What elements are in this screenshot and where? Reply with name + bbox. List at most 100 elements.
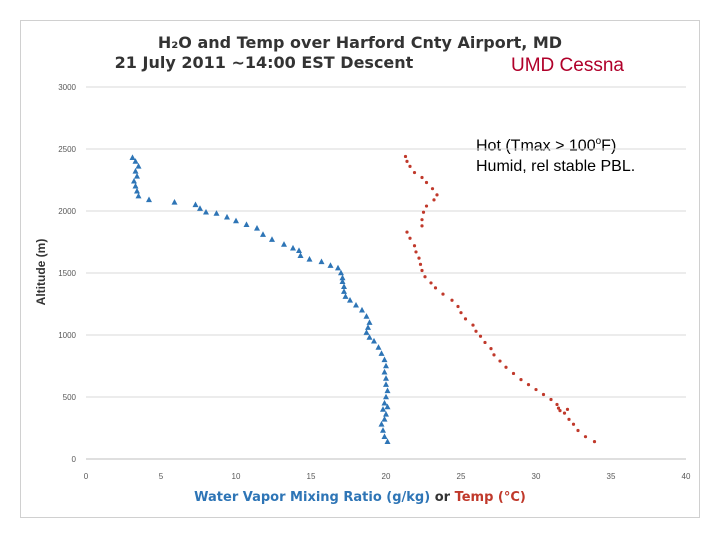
water-vapor-point — [281, 241, 287, 247]
note-line1-pre: Hot (Tmax > 100 — [476, 137, 596, 155]
water-vapor-point — [381, 416, 388, 422]
temperature-point — [420, 268, 424, 273]
temperature-point — [421, 210, 426, 214]
water-vapor-point — [380, 406, 386, 412]
temperature-point — [418, 262, 423, 266]
temperature-point — [423, 275, 427, 279]
water-vapor-point — [243, 221, 250, 227]
water-vapor-point — [381, 399, 388, 406]
y-tick-label: 3000 — [58, 83, 76, 92]
water-vapor-point — [327, 262, 334, 268]
temperature-point — [456, 304, 460, 309]
temperature-point — [417, 256, 421, 260]
water-vapor-point — [132, 182, 139, 189]
water-vapor-point — [318, 258, 325, 265]
water-vapor-point — [339, 278, 346, 284]
water-vapor-point — [135, 192, 142, 199]
temperature-point — [433, 286, 438, 290]
water-vapor-point — [342, 293, 349, 299]
water-vapor-point — [381, 433, 388, 439]
temperature-point — [592, 440, 597, 444]
water-vapor-point — [375, 344, 382, 350]
temperature-point — [414, 250, 418, 254]
temperature-point — [565, 407, 570, 411]
temperature-point — [562, 411, 567, 415]
x-tick-label: 30 — [532, 472, 541, 481]
x-tick-label: 0 — [84, 472, 89, 481]
temperature-point — [556, 406, 561, 410]
temperature-point — [526, 383, 531, 387]
water-vapor-point — [383, 381, 389, 387]
water-vapor-point — [192, 201, 199, 208]
x-tick-label: 20 — [382, 472, 391, 481]
x-axis-label-temp: Temp (°C) — [454, 490, 526, 505]
y-tick-label: 2500 — [58, 145, 76, 154]
y-tick-label: 1000 — [58, 331, 76, 340]
temperature-point — [430, 187, 435, 191]
water-vapor-point — [366, 319, 373, 325]
temperature-point — [463, 317, 468, 321]
temperature-point — [424, 180, 429, 185]
water-vapor-point — [384, 403, 391, 410]
temperature-point — [424, 204, 429, 208]
x-tick-label: 25 — [457, 472, 466, 481]
temperature-point — [511, 371, 516, 376]
water-vapor-point — [134, 187, 140, 194]
water-vapor-point — [383, 411, 389, 417]
water-vapor-point — [363, 329, 370, 335]
water-vapor-point — [338, 269, 344, 276]
water-vapor-point — [296, 247, 302, 253]
water-vapor-point — [171, 199, 178, 205]
x-tick-label: 35 — [607, 472, 616, 481]
annotation-note: Hot (Tmax > 100oF) Humid, rel stable PBL… — [476, 131, 635, 177]
water-vapor-point — [131, 177, 137, 184]
y-tick-label: 500 — [63, 393, 77, 402]
water-vapor-point — [366, 334, 373, 340]
water-vapor-point — [339, 274, 346, 281]
water-vapor-point — [132, 158, 139, 164]
water-vapor-point — [135, 163, 142, 169]
temperature-point — [441, 292, 445, 296]
temperature-point — [576, 428, 580, 433]
temperature-point — [412, 244, 417, 248]
water-vapor-point — [129, 154, 136, 160]
temperature-point — [534, 387, 538, 392]
note-line1-sup: o — [595, 136, 602, 147]
axis-layer: 0 500 1000 1500 2000 2500 3000 0 5 10 15 20 25 30 35 40 — [58, 83, 691, 481]
chart-title-line1: H₂O and Temp over Harford Cnty Airport, … — [157, 33, 563, 52]
water-vapor-point — [297, 252, 304, 258]
y-tick-label: 2000 — [58, 207, 76, 216]
x-axis-label-or: or — [430, 490, 455, 505]
water-vapor-point — [381, 368, 388, 375]
note-line1: Hot (Tmax > 100oF) — [476, 131, 635, 156]
water-vapor-point — [381, 356, 388, 363]
water-vapor-point — [260, 231, 266, 237]
temperature-point — [492, 353, 496, 357]
water-vapor-point — [383, 362, 389, 369]
temperature-point — [519, 378, 523, 382]
temperature-point — [474, 329, 478, 333]
x-tick-label: 5 — [159, 472, 164, 481]
temperature-point — [489, 347, 493, 351]
temperature-point — [412, 170, 417, 175]
temperature-point — [558, 409, 562, 413]
water-vapor-point — [384, 438, 391, 444]
water-vapor-point — [341, 288, 347, 294]
temperature-point — [450, 298, 454, 302]
temperature-point — [504, 365, 508, 369]
temperature-point — [420, 218, 424, 222]
temperature-point — [541, 392, 546, 397]
water-vapor-point — [290, 244, 296, 251]
water-vapor-point — [347, 296, 353, 303]
series-layer — [129, 154, 597, 444]
series-water-vapor — [129, 154, 391, 444]
x-axis-label-water: Water Vapor Mixing Ratio (g/kg) — [194, 490, 431, 505]
aircraft-label: UMD Cessna — [511, 55, 624, 76]
water-vapor-point — [132, 168, 139, 174]
water-vapor-point — [380, 427, 386, 433]
water-vapor-point — [341, 283, 347, 289]
temperature-point — [405, 159, 409, 163]
temperature-point — [420, 175, 424, 180]
